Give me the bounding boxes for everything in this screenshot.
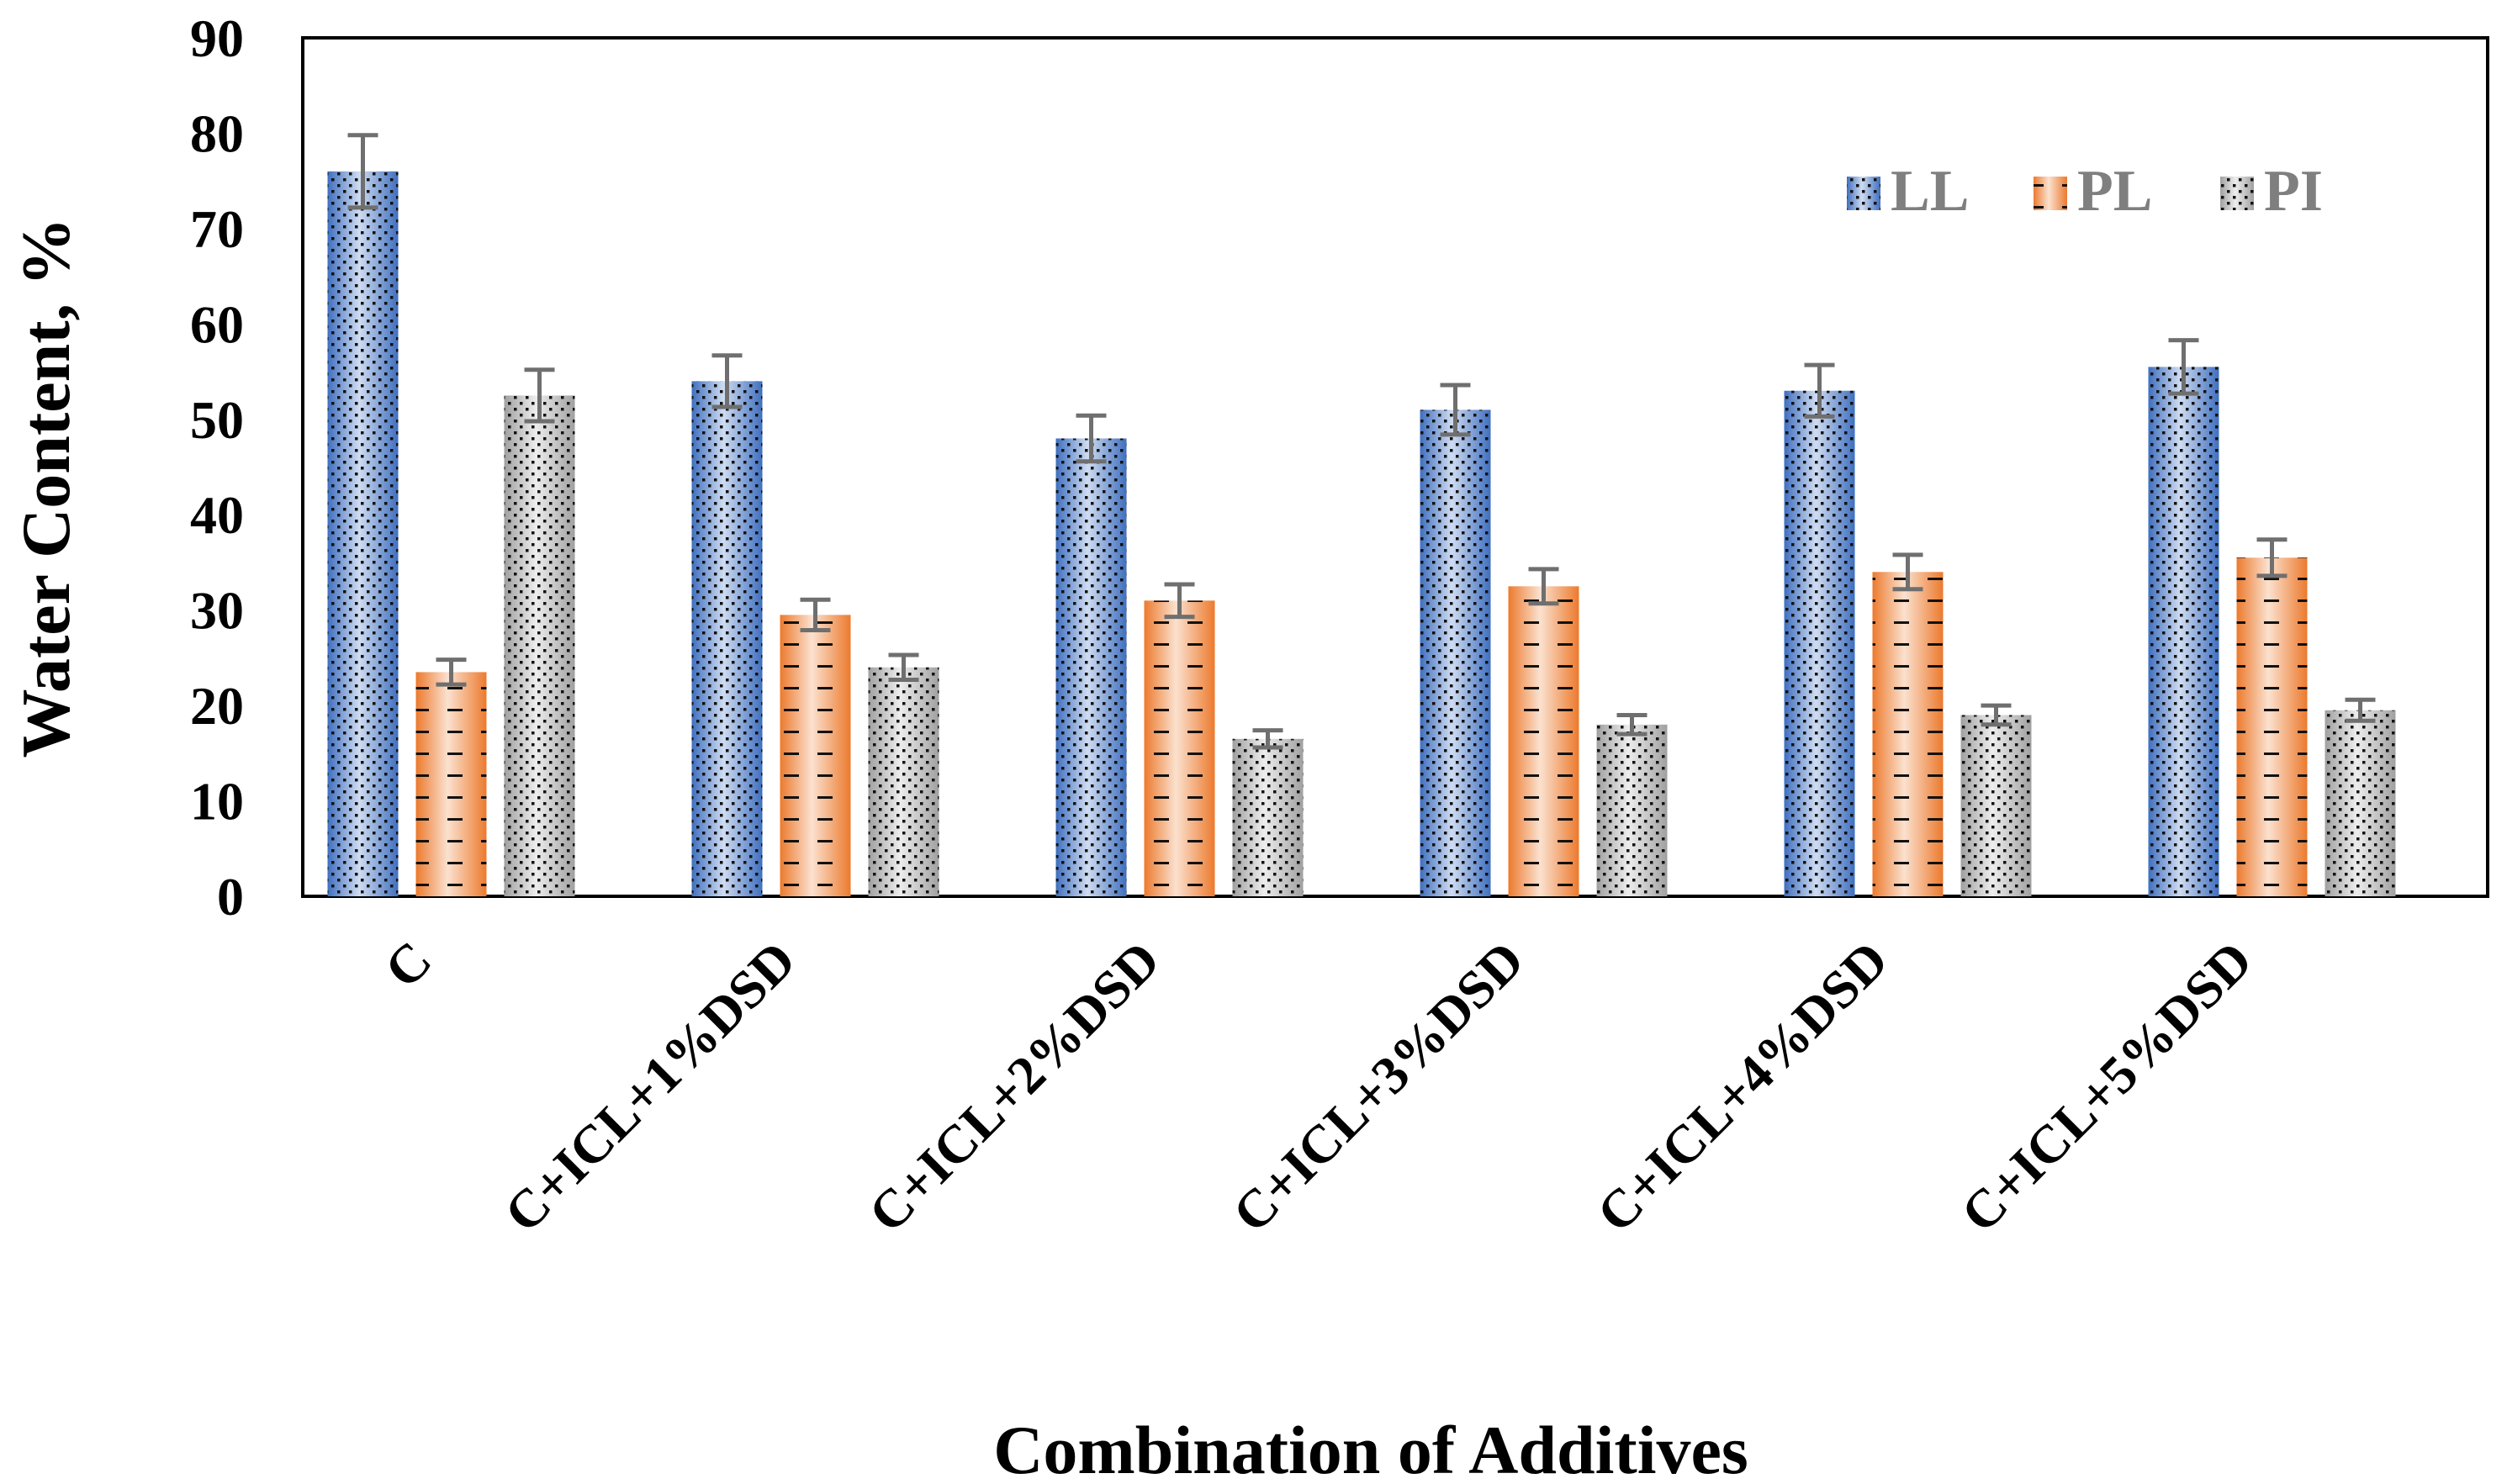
y-tick-label: 80 bbox=[190, 103, 244, 163]
error-bar bbox=[2345, 697, 2376, 723]
bar-pattern bbox=[2236, 557, 2308, 896]
error-bar bbox=[1804, 362, 1835, 419]
x-tick-label: C+ICL+5%DSD bbox=[1949, 930, 2263, 1244]
y-tick-label: 40 bbox=[190, 485, 244, 545]
y-tick-label: 90 bbox=[190, 8, 244, 68]
error-bar bbox=[2256, 537, 2288, 578]
bar-pl-0 bbox=[415, 658, 487, 896]
legend-item-pl: PL bbox=[2034, 159, 2152, 224]
error-bar bbox=[2168, 338, 2199, 396]
bar-pl-5 bbox=[2236, 537, 2308, 896]
bar-pi-2 bbox=[1232, 728, 1304, 896]
bar-pattern bbox=[327, 171, 399, 897]
bar-pattern bbox=[868, 667, 939, 896]
error-bar bbox=[1528, 567, 1559, 606]
x-tick-label: C+ICL+1%DSD bbox=[493, 930, 807, 1244]
x-axis: C C+ICL+1%DSD C+ICL+2%DSD C+ICL+3%DSD C+ICL+… bbox=[373, 930, 2264, 1244]
x-axis-title: Combination of Additives bbox=[993, 1412, 1748, 1484]
bar-ll-5 bbox=[2148, 338, 2219, 897]
plot-border bbox=[301, 36, 2489, 898]
bar-pl-1 bbox=[780, 597, 851, 896]
y-tick-label: 10 bbox=[190, 772, 244, 832]
bar-pattern bbox=[780, 615, 851, 896]
bar-pattern bbox=[415, 672, 487, 896]
bar-pi-5 bbox=[2325, 697, 2396, 896]
bar-ll-2 bbox=[1055, 413, 1127, 896]
bar-ll-0 bbox=[327, 133, 399, 897]
y-tick-label: 50 bbox=[190, 390, 244, 450]
bar-pl-4 bbox=[1872, 552, 1944, 896]
error-bar bbox=[1164, 582, 1195, 620]
x-tick-label: C+ICL+3%DSD bbox=[1221, 930, 1535, 1244]
y-tick-label: 70 bbox=[190, 199, 244, 259]
bar-ll-3 bbox=[1420, 383, 1491, 896]
legend-swatch-pattern bbox=[2034, 177, 2067, 210]
error-bar bbox=[1616, 712, 1648, 737]
bar-pattern bbox=[1960, 715, 2032, 896]
legend-label: PI bbox=[2264, 159, 2323, 224]
y-tick-label: 20 bbox=[190, 676, 244, 736]
bar-pattern bbox=[1420, 409, 1491, 896]
y-axis-title: Water Content, % bbox=[8, 217, 84, 758]
bar-pi-4 bbox=[1960, 703, 2032, 896]
bar-pattern bbox=[691, 381, 763, 896]
error-bar bbox=[1892, 552, 1923, 592]
bar-pi-3 bbox=[1596, 712, 1668, 896]
bar-pattern bbox=[504, 395, 575, 897]
x-tick-label: C bbox=[373, 930, 443, 1000]
error-bar bbox=[524, 367, 555, 424]
bar-pattern bbox=[1055, 438, 1127, 896]
bar-pattern bbox=[2148, 367, 2219, 897]
y-tick-label: 60 bbox=[190, 294, 244, 354]
bar-pattern bbox=[1232, 738, 1304, 896]
bar-pi-1 bbox=[868, 652, 939, 896]
error-bar bbox=[347, 133, 378, 210]
bar-pattern bbox=[1144, 600, 1215, 896]
bar-pattern bbox=[1784, 390, 1855, 896]
x-tick-label: C+ICL+2%DSD bbox=[857, 930, 1171, 1244]
plot-frame bbox=[301, 36, 2489, 898]
error-bar bbox=[800, 597, 831, 632]
bar-pattern bbox=[2325, 710, 2396, 896]
x-tick-label: C+ICL+4%DSD bbox=[1585, 930, 1899, 1244]
legend-item-pi: PI bbox=[2220, 159, 2323, 224]
error-bar bbox=[711, 353, 743, 409]
legend: LL PL PI bbox=[1847, 159, 2323, 224]
error-bar bbox=[1440, 383, 1471, 437]
bar-pattern bbox=[1596, 724, 1668, 896]
y-axis: 0 10 20 30 40 50 60 70 80 90 bbox=[190, 8, 244, 927]
error-bar bbox=[1252, 728, 1283, 750]
bar-pl-3 bbox=[1508, 567, 1579, 896]
bar-pi-0 bbox=[504, 367, 575, 897]
bar-pattern bbox=[1872, 572, 1944, 896]
error-bar bbox=[1981, 703, 2012, 727]
error-bar bbox=[1076, 413, 1107, 464]
y-tick-label: 30 bbox=[190, 581, 244, 641]
legend-label: PL bbox=[2077, 159, 2152, 224]
bar-pl-2 bbox=[1144, 582, 1215, 896]
legend-swatch-pattern bbox=[1847, 177, 1880, 210]
error-bar bbox=[436, 658, 467, 687]
bar-ll-4 bbox=[1784, 362, 1855, 896]
bar-ll-1 bbox=[691, 353, 763, 896]
error-bar bbox=[888, 652, 919, 682]
bars bbox=[327, 133, 2396, 897]
y-tick-label: 0 bbox=[217, 867, 244, 927]
legend-label: LL bbox=[1891, 159, 1969, 224]
bar-pattern bbox=[1508, 586, 1579, 896]
legend-item-ll: LL bbox=[1847, 159, 1969, 224]
legend-swatch-pattern bbox=[2220, 177, 2254, 210]
